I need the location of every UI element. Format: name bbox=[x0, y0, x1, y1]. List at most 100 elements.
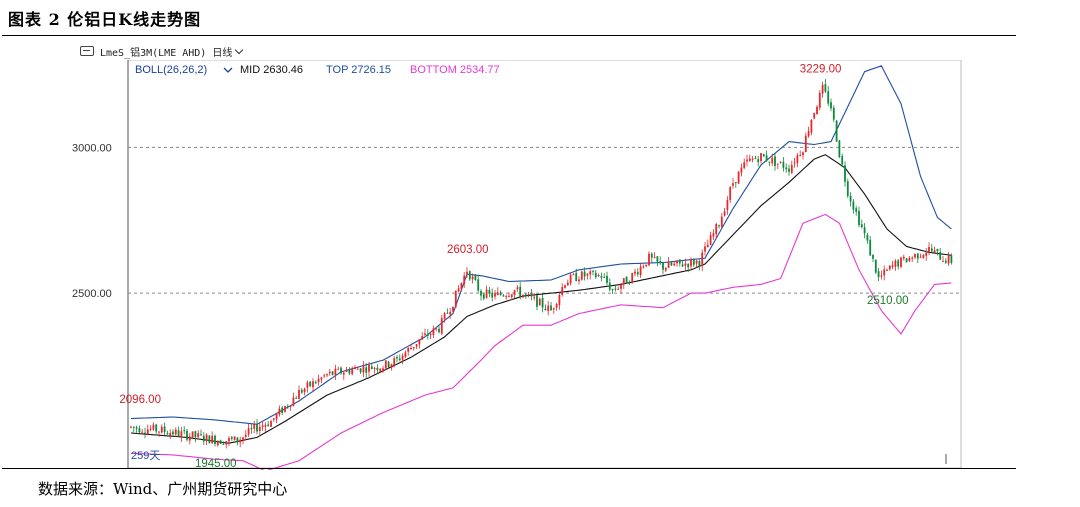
candle bbox=[771, 153, 774, 167]
candle bbox=[558, 292, 561, 310]
candle bbox=[768, 161, 771, 167]
candle bbox=[729, 185, 732, 204]
candle bbox=[600, 272, 603, 282]
period-selector[interactable]: 日线 bbox=[212, 44, 244, 59]
candle bbox=[900, 256, 902, 269]
low-price-annotation: 1945.00 bbox=[195, 458, 237, 470]
candle bbox=[306, 380, 309, 393]
boll-selector[interactable]: BOLL(26,26,2) bbox=[135, 64, 207, 76]
grid-layer: 3000.00 2500.00 bbox=[72, 142, 961, 300]
candle bbox=[480, 289, 482, 301]
candle bbox=[642, 264, 645, 269]
y-tick-label: 2500.00 bbox=[72, 288, 112, 300]
candle bbox=[132, 426, 135, 433]
candle bbox=[508, 292, 510, 298]
candle bbox=[152, 422, 155, 431]
bollinger-bands bbox=[130, 65, 952, 470]
candle bbox=[617, 286, 620, 290]
candle bbox=[916, 253, 919, 264]
candle bbox=[849, 192, 852, 207]
candle bbox=[298, 385, 300, 400]
candle bbox=[606, 271, 608, 286]
candle bbox=[883, 265, 886, 281]
candle bbox=[813, 112, 816, 120]
candle bbox=[166, 430, 169, 435]
candle bbox=[891, 260, 894, 270]
candle bbox=[821, 81, 824, 98]
candle bbox=[914, 253, 916, 260]
candle bbox=[474, 274, 477, 281]
symbol-menu-icon[interactable] bbox=[80, 46, 94, 56]
candle bbox=[471, 273, 474, 284]
candle bbox=[667, 257, 670, 268]
candle bbox=[314, 380, 317, 385]
candle bbox=[718, 224, 720, 229]
candle bbox=[734, 181, 737, 188]
candle bbox=[169, 429, 172, 440]
candle bbox=[208, 435, 211, 444]
candle bbox=[328, 368, 331, 376]
chevron-down-icon[interactable] bbox=[223, 67, 233, 73]
candle bbox=[841, 153, 844, 167]
candle bbox=[138, 425, 141, 434]
candle bbox=[625, 276, 628, 284]
candle bbox=[684, 258, 687, 271]
candle bbox=[130, 425, 132, 429]
candle bbox=[782, 157, 785, 172]
candle bbox=[715, 222, 718, 239]
candle bbox=[323, 373, 326, 378]
candle bbox=[830, 98, 832, 112]
candle bbox=[552, 307, 555, 314]
candle bbox=[589, 268, 592, 280]
candle bbox=[144, 427, 146, 439]
footer-rule bbox=[2, 468, 1016, 469]
candle bbox=[578, 276, 580, 285]
candle bbox=[426, 329, 429, 340]
candle bbox=[692, 258, 695, 267]
candle bbox=[628, 280, 631, 285]
candle bbox=[902, 254, 905, 261]
candle bbox=[256, 419, 258, 435]
candle bbox=[536, 294, 538, 311]
candle bbox=[869, 236, 872, 256]
candle bbox=[482, 292, 485, 301]
candle bbox=[258, 423, 261, 436]
candle bbox=[760, 152, 762, 164]
candle bbox=[135, 425, 138, 433]
boll-top-line bbox=[130, 65, 952, 425]
candle bbox=[281, 405, 284, 416]
candle bbox=[894, 259, 897, 271]
candle bbox=[286, 404, 289, 410]
symbol-label[interactable]: LmeS_铝3M(LME AHD) bbox=[100, 47, 207, 59]
candle bbox=[362, 361, 365, 378]
candle bbox=[746, 154, 748, 167]
candle bbox=[496, 287, 499, 296]
candle bbox=[494, 290, 496, 300]
candle bbox=[908, 256, 911, 263]
candle bbox=[765, 150, 768, 162]
candle bbox=[359, 367, 362, 374]
candle bbox=[410, 343, 412, 350]
candle bbox=[384, 359, 387, 371]
candle bbox=[922, 254, 925, 259]
candle bbox=[838, 139, 841, 159]
candle bbox=[561, 283, 564, 297]
candle bbox=[608, 278, 611, 292]
candle bbox=[219, 439, 222, 444]
candle bbox=[936, 248, 939, 256]
candle bbox=[244, 429, 247, 441]
candle bbox=[592, 269, 594, 276]
candle bbox=[662, 262, 664, 275]
candle bbox=[524, 293, 527, 299]
candle bbox=[370, 363, 373, 370]
title-rule bbox=[2, 35, 1016, 36]
candle bbox=[233, 436, 236, 441]
candle bbox=[253, 420, 256, 434]
candle bbox=[751, 156, 754, 163]
candle bbox=[743, 158, 746, 170]
candle bbox=[905, 258, 908, 263]
candle bbox=[365, 362, 368, 378]
candle bbox=[886, 268, 888, 271]
candle bbox=[572, 273, 575, 276]
candle bbox=[723, 207, 726, 217]
